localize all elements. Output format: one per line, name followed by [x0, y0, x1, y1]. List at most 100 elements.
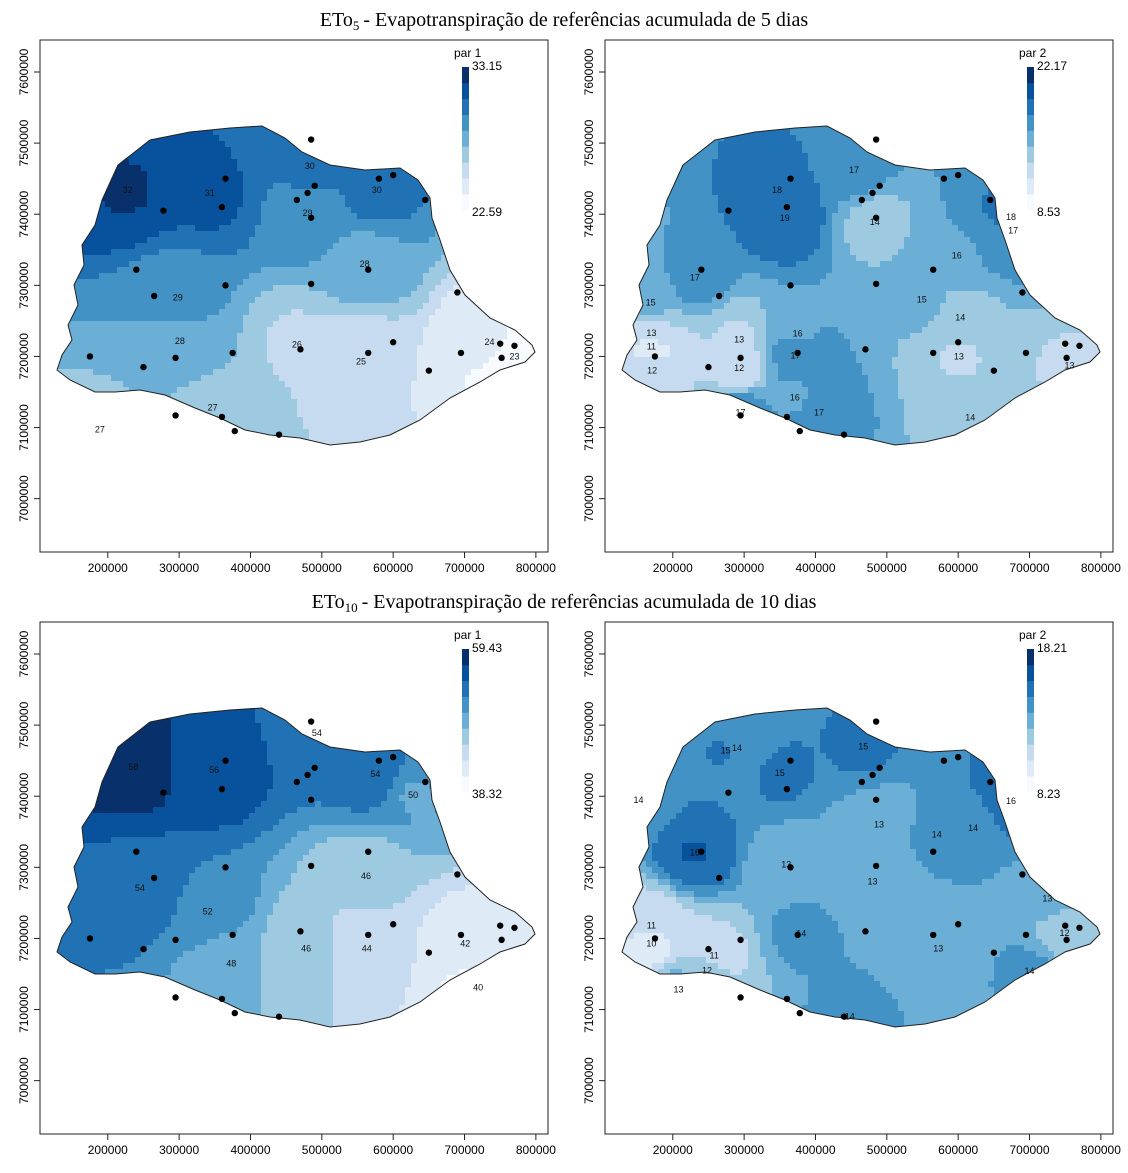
surface-cell — [345, 333, 352, 340]
surface-cell — [1072, 123, 1079, 130]
surface-cell — [477, 135, 484, 142]
surface-cell — [327, 333, 334, 340]
surface-cell — [363, 375, 370, 382]
surface-cell — [63, 129, 70, 136]
surface-cell — [375, 135, 382, 142]
surface-cell — [267, 441, 274, 448]
surface-cell — [393, 411, 400, 418]
surface-cell — [447, 123, 454, 130]
surface-cell — [279, 381, 286, 388]
surface-cell — [1060, 141, 1067, 148]
surface-cell — [57, 393, 64, 400]
surface-cell — [976, 123, 983, 130]
surface-cell — [381, 345, 388, 352]
surface-cell — [177, 309, 184, 316]
surface-cell — [285, 381, 292, 388]
surface-cell — [501, 327, 508, 334]
surface-cell — [483, 285, 490, 292]
surface-cell — [81, 357, 88, 364]
surface-cell — [93, 243, 100, 250]
surface-cell — [483, 411, 490, 418]
surface-cell — [123, 135, 130, 142]
surface-cell — [321, 399, 328, 406]
surface-cell — [51, 117, 58, 124]
surface-cell — [387, 231, 394, 238]
surface-cell — [784, 135, 791, 142]
surface-cell — [381, 159, 388, 166]
surface-cell — [411, 393, 418, 400]
surface-cell — [291, 177, 298, 184]
surface-cell — [237, 153, 244, 160]
surface-cell — [375, 423, 382, 430]
surface-cell — [850, 147, 857, 154]
surface-cell — [303, 393, 310, 400]
surface-cell — [808, 123, 815, 130]
surface-cell — [99, 165, 106, 172]
surface-cell — [405, 261, 412, 268]
surface-cell — [519, 171, 526, 178]
surface-cell — [57, 273, 64, 280]
surface-cell — [369, 333, 376, 340]
surface-cell — [1090, 123, 1097, 130]
surface-cell — [99, 141, 106, 148]
surface-cell — [345, 441, 352, 448]
surface-cell — [1066, 123, 1073, 130]
surface-cell — [351, 147, 358, 154]
surface-cell — [952, 141, 959, 148]
surface-cell — [213, 171, 220, 178]
surface-cell — [447, 255, 454, 262]
surface-cell — [321, 297, 328, 304]
surface-cell — [333, 231, 340, 238]
surface-cell — [892, 117, 899, 124]
surface-cell — [63, 261, 70, 268]
surface-cell — [225, 231, 232, 238]
surface-cell — [177, 363, 184, 370]
surface-cell — [201, 267, 208, 274]
surface-cell — [387, 351, 394, 358]
surface-cell — [273, 117, 280, 124]
surface-cell — [165, 405, 172, 412]
surface-cell — [75, 327, 82, 334]
surface-cell — [345, 123, 352, 130]
surface-cell — [507, 201, 514, 208]
surface-cell — [123, 369, 130, 376]
surface-cell — [255, 315, 262, 322]
surface-cell — [225, 303, 232, 310]
surface-cell — [327, 129, 334, 136]
surface-cell — [75, 231, 82, 238]
surface-cell — [69, 123, 76, 130]
surface-cell — [916, 129, 923, 136]
surface-cell — [177, 141, 184, 148]
surface-cell — [75, 315, 82, 322]
surface-cell — [483, 225, 490, 232]
surface-cell — [135, 405, 142, 412]
surface-cell — [171, 375, 178, 382]
surface-cell — [435, 345, 442, 352]
surface-cell — [495, 135, 502, 142]
surface-cell — [255, 345, 262, 352]
surface-cell — [357, 303, 364, 310]
surface-cell — [507, 399, 514, 406]
surface-cell — [784, 129, 791, 136]
surface-cell — [225, 429, 232, 436]
surface-cell — [339, 321, 346, 328]
surface-cell — [261, 147, 268, 154]
surface-cell — [57, 201, 64, 208]
surface-cell — [351, 327, 358, 334]
surface-cell — [273, 171, 280, 178]
surface-cell — [471, 339, 478, 346]
surface-cell — [441, 147, 448, 154]
surface-cell — [489, 249, 496, 256]
surface-cell — [171, 183, 178, 190]
surface-cell — [291, 117, 298, 124]
surface-cell — [231, 309, 238, 316]
surface-cell — [357, 429, 364, 436]
surface-cell — [429, 315, 436, 322]
surface-cell — [345, 315, 352, 322]
surface-cell — [399, 159, 406, 166]
surface-cell — [165, 327, 172, 334]
surface-cell — [327, 135, 334, 142]
surface-cell — [285, 309, 292, 316]
surface-cell — [105, 363, 112, 370]
surface-cell — [387, 159, 394, 166]
